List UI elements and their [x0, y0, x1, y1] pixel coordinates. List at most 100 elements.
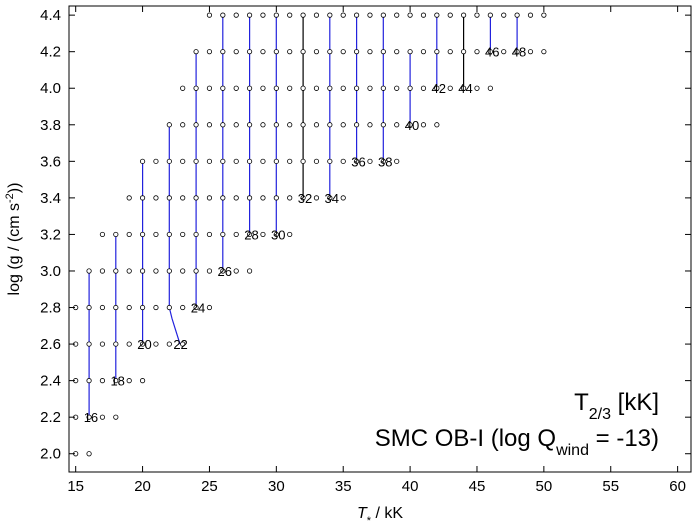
y-tick-label: 2.8: [40, 300, 61, 317]
grid-point: [340, 158, 346, 164]
grid-point: [380, 122, 386, 128]
grid-point: [206, 49, 213, 55]
grid-point: [541, 12, 547, 18]
grid-point: [367, 49, 373, 55]
grid-point: [206, 268, 213, 274]
grid-point: [434, 12, 440, 18]
contour-label-46: 46: [485, 45, 499, 60]
grid-point: [206, 158, 213, 164]
grid-point: [313, 12, 320, 18]
grid-point: [501, 12, 507, 18]
y-tick-label: 2.4: [40, 373, 61, 390]
grid-point: [113, 414, 119, 420]
grid-point: [260, 195, 266, 201]
grid-point: [300, 85, 306, 91]
grid-point: [153, 195, 159, 201]
grid-point: [206, 85, 213, 91]
y-tick-label: 4.2: [40, 44, 61, 61]
grid-point: [99, 341, 106, 347]
grid-point: [220, 195, 226, 201]
grid-point: [113, 304, 119, 311]
grid-point: [380, 12, 386, 18]
grid-point: [193, 158, 199, 164]
grid-point: [394, 122, 400, 128]
grid-point: [300, 12, 306, 18]
grid-point: [180, 85, 186, 91]
contour-label-30: 30: [271, 227, 285, 242]
grid-point: [353, 85, 360, 91]
grid-point: [340, 49, 346, 55]
y-tick-label: 2.6: [40, 336, 61, 353]
grid-point: [193, 85, 199, 91]
grid-point: [541, 49, 547, 55]
grid-point: [153, 231, 159, 238]
grid-point: [206, 304, 213, 311]
grid-point: [206, 195, 213, 201]
grid-point: [180, 195, 186, 201]
x-tick-label: 55: [602, 478, 619, 495]
grid-point: [300, 122, 306, 128]
grid-point: [220, 268, 226, 274]
grid-point: [353, 122, 360, 128]
grid-point: [313, 195, 320, 201]
grid-point: [99, 231, 106, 238]
grid-point: [313, 122, 320, 128]
grid-point: [206, 231, 213, 238]
grid-point: [287, 49, 293, 55]
grid-point: [340, 122, 346, 128]
grid-point: [166, 195, 172, 201]
grid-point: [166, 231, 172, 238]
grid-point: [394, 49, 400, 55]
grid-point: [340, 12, 346, 18]
grid-point: [126, 378, 132, 384]
grid-point: [340, 195, 346, 201]
grid-point: [273, 122, 279, 128]
contour-label-42: 42: [431, 81, 445, 96]
y-tick-label: 3.2: [40, 226, 61, 243]
grid-point: [447, 85, 453, 91]
grid-point: [86, 414, 92, 420]
grid-point: [273, 12, 279, 18]
contour-label-20: 20: [137, 337, 151, 352]
grid-point: [313, 158, 320, 164]
grid-point: [86, 341, 92, 347]
grid-point: [353, 49, 360, 55]
grid-point: [407, 122, 413, 128]
contour-label-26: 26: [217, 264, 231, 279]
grid-point: [113, 268, 119, 274]
grid-point: [86, 451, 92, 457]
grid-point: [153, 158, 159, 164]
grid-point: [166, 304, 172, 311]
y-tick-label: 3.8: [40, 117, 61, 134]
grid-point: [353, 12, 360, 18]
contour-label-44: 44: [458, 81, 472, 96]
y-tick-label: 4.0: [40, 80, 61, 97]
contour-label-32: 32: [298, 191, 312, 206]
grid-point: [233, 158, 239, 164]
grid-point: [527, 49, 534, 55]
grid-point: [220, 158, 226, 164]
grid-point: [407, 85, 413, 91]
grid-point: [220, 12, 226, 18]
contour-label-28: 28: [244, 227, 258, 242]
grid-point: [246, 49, 253, 55]
grid-point: [434, 85, 440, 91]
grid-point: [99, 378, 106, 384]
grid-point: [166, 268, 172, 274]
y-tick-label: 3.0: [40, 263, 61, 280]
grid-point: [260, 122, 266, 128]
grid-point: [434, 122, 440, 128]
grid-point: [153, 341, 159, 347]
grid-point: [139, 195, 146, 201]
grid-point: [447, 49, 453, 55]
grid-point: [327, 85, 333, 91]
grid-point: [287, 231, 293, 238]
grid-point: [126, 268, 132, 274]
contour-label-24: 24: [191, 301, 205, 316]
grid-point: [233, 12, 239, 18]
grid-point: [367, 122, 373, 128]
x-tick-label: 40: [402, 478, 419, 495]
grid-point: [233, 231, 239, 238]
grid-point: [180, 158, 186, 164]
